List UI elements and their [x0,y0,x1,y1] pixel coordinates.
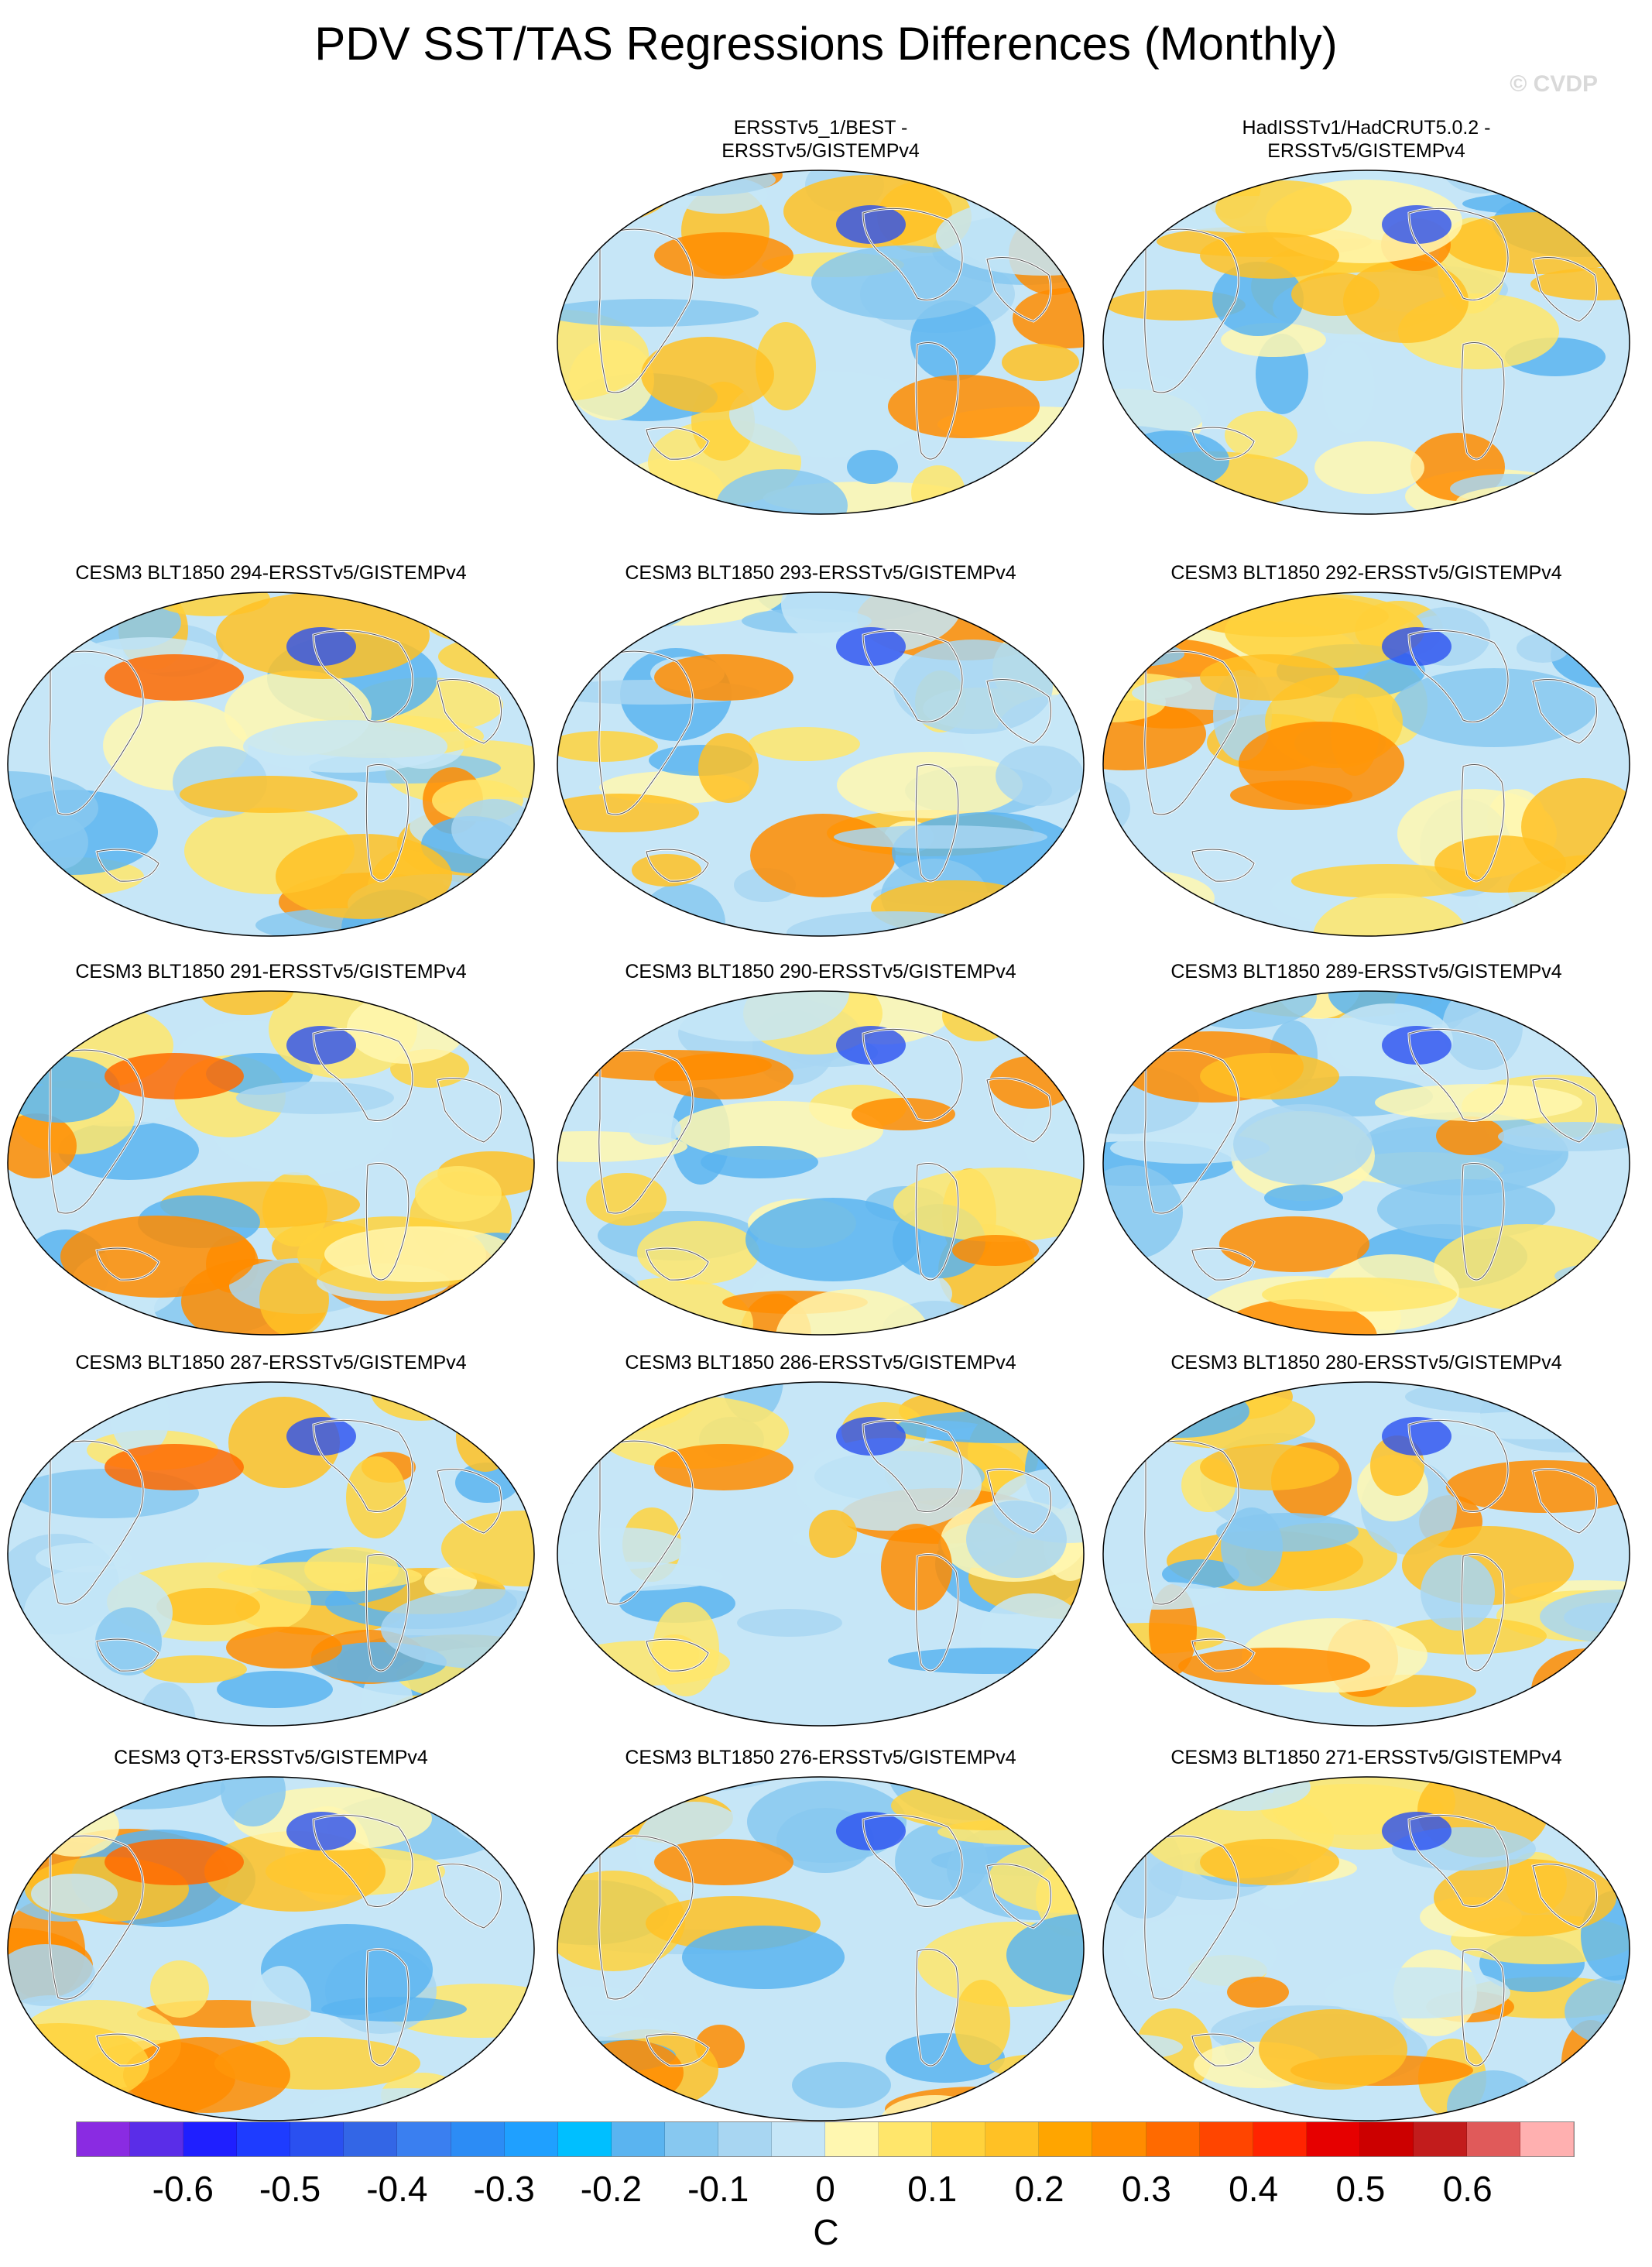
colorbar-swatch [772,2122,826,2156]
colorbar-tick-label: -0.5 [259,2169,321,2209]
panel-title: CESM3 BLT1850 287-ERSSTv5/GISTEMPv4 [75,1352,467,1374]
map-panel: ERSSTv5_1/BEST - ERSSTv5/GISTEMPv4 [550,112,1092,523]
colorbar-tick-label: 0 [815,2169,835,2209]
colorbar-tick-label: 0.3 [1121,2169,1171,2209]
global-map [1102,990,1630,1336]
global-map [557,1381,1085,1727]
colorbar-swatch [1199,2122,1253,2156]
map-panel: CESM3 BLT1850 289-ERSSTv5/GISTEMPv4 [1095,933,1637,1343]
map-panel: CESM3 BLT1850 291-ERSSTv5/GISTEMPv4 [0,933,542,1343]
panel-title: CESM3 BLT1850 291-ERSSTv5/GISTEMPv4 [75,961,467,983]
global-map [1102,1776,1630,2121]
colorbar-swatch [1306,2122,1360,2156]
figure-title: PDV SST/TAS Regressions Differences (Mon… [314,18,1338,70]
map-panel: CESM3 BLT1850 271-ERSSTv5/GISTEMPv4 [1095,1719,1637,2129]
colorbar-swatches [76,2121,1575,2157]
global-map [557,990,1085,1336]
map-panel: CESM3 BLT1850 292-ERSSTv5/GISTEMPv4 [1095,534,1637,945]
global-map [1102,1381,1630,1727]
map-panel: CESM3 BLT1850 290-ERSSTv5/GISTEMPv4 [550,933,1092,1343]
panel-title: CESM3 BLT1850 271-ERSSTv5/GISTEMPv4 [1170,1747,1562,1768]
global-map [557,1776,1085,2121]
colorbar-tick-label: 0.5 [1335,2169,1386,2209]
colorbar-swatch [183,2122,238,2156]
colorbar-swatch [1039,2122,1093,2156]
panel-title: CESM3 BLT1850 293-ERSSTv5/GISTEMPv4 [625,562,1016,584]
colorbar-swatch [985,2122,1040,2156]
global-map [557,170,1085,515]
map-panel: CESM3 BLT1850 280-ERSSTv5/GISTEMPv4 [1095,1324,1637,1734]
colorbar-tick-label: 0.4 [1229,2169,1279,2209]
map-panel: CESM3 QT3-ERSSTv5/GISTEMPv4 [0,1719,542,2129]
panel-title: CESM3 BLT1850 294-ERSSTv5/GISTEMPv4 [75,562,467,584]
map-panel: CESM3 BLT1850 286-ERSSTv5/GISTEMPv4 [550,1324,1092,1734]
panel-title: ERSSTv5_1/BEST - ERSSTv5/GISTEMPv4 [721,117,920,162]
colorbar-swatch [718,2122,773,2156]
colorbar-tick-label: 0.6 [1442,2169,1493,2209]
panel-title: CESM3 QT3-ERSSTv5/GISTEMPv4 [114,1747,428,1768]
colorbar-tick-label: -0.1 [687,2169,749,2209]
map-panel: CESM3 BLT1850 276-ERSSTv5/GISTEMPv4 [550,1719,1092,2129]
colorbar-swatch [77,2122,131,2156]
global-map [557,592,1085,937]
panel-title: CESM3 BLT1850 289-ERSSTv5/GISTEMPv4 [1170,961,1562,983]
colorbar-swatch [130,2122,184,2156]
colorbar-swatch [879,2122,933,2156]
global-map [7,1776,535,2121]
colorbar-units: C [813,2212,839,2252]
colorbar-swatch [825,2122,879,2156]
colorbar-tick-label: 0.2 [1014,2169,1064,2209]
colorbar-tick-label: -0.2 [580,2169,643,2209]
colorbar-swatch [397,2122,451,2156]
global-map [1102,592,1630,937]
colorbar-swatch [237,2122,291,2156]
map-panel: CESM3 BLT1850 294-ERSSTv5/GISTEMPv4 [0,534,542,945]
colorbar-tick-label: 0.1 [907,2169,958,2209]
colorbar-swatch [344,2122,398,2156]
map-panel: CESM3 BLT1850 293-ERSSTv5/GISTEMPv4 [550,534,1092,945]
panel-title: CESM3 BLT1850 290-ERSSTv5/GISTEMPv4 [625,961,1016,983]
panel-title: HadISSTv1/HadCRUT5.0.2 - ERSSTv5/GISTEMP… [1242,117,1491,162]
colorbar-swatch [1359,2122,1414,2156]
colorbar-swatch [1253,2122,1307,2156]
panel-title: CESM3 BLT1850 286-ERSSTv5/GISTEMPv4 [625,1352,1016,1374]
colorbar-tick-label: -0.4 [366,2169,428,2209]
colorbar-tick-label: -0.6 [152,2169,214,2209]
global-map [7,592,535,937]
colorbar-swatch [932,2122,986,2156]
colorbar-swatch [504,2122,558,2156]
colorbar-swatch [557,2122,612,2156]
colorbar-swatch [1092,2122,1146,2156]
global-map [7,990,535,1336]
colorbar-swatch [290,2122,344,2156]
copyright-watermark: © CVDP [1510,71,1598,97]
global-map [7,1381,535,1727]
panel-title: CESM3 BLT1850 292-ERSSTv5/GISTEMPv4 [1170,562,1562,584]
colorbar-swatch [1413,2122,1468,2156]
map-panel: CESM3 BLT1850 287-ERSSTv5/GISTEMPv4 [0,1324,542,1734]
colorbar-swatch [1467,2122,1521,2156]
map-panel: HadISSTv1/HadCRUT5.0.2 - ERSSTv5/GISTEMP… [1095,112,1637,523]
colorbar-tick-label: -0.3 [473,2169,535,2209]
colorbar [76,2121,1575,2157]
panel-title: CESM3 BLT1850 280-ERSSTv5/GISTEMPv4 [1170,1352,1562,1374]
colorbar-swatch [611,2122,665,2156]
colorbar-swatch [1146,2122,1200,2156]
colorbar-swatch [451,2122,505,2156]
colorbar-swatch [664,2122,718,2156]
colorbar-swatch [1520,2122,1575,2156]
global-map [1102,170,1630,515]
panel-title: CESM3 BLT1850 276-ERSSTv5/GISTEMPv4 [625,1747,1016,1768]
